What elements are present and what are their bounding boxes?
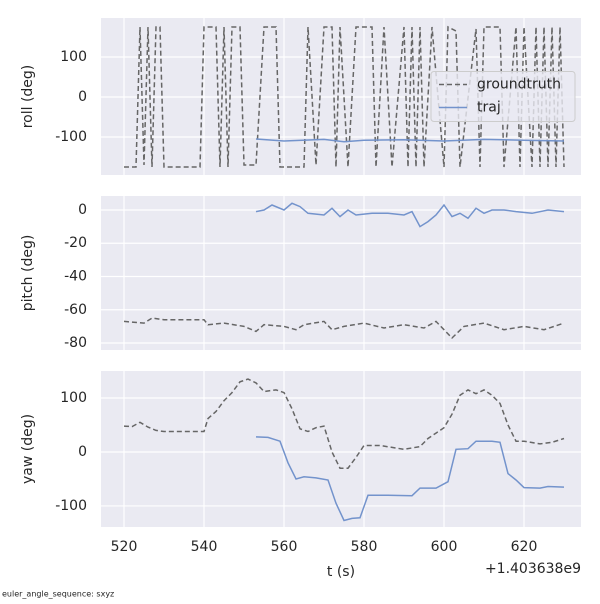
y-tick-label: -80 (64, 335, 87, 351)
series-line (255, 436, 565, 522)
y-tick-label: -20 (64, 235, 87, 251)
plot-area (101, 196, 581, 350)
y-tick-label: -40 (64, 268, 87, 284)
x-tick-label: 620 (511, 539, 538, 555)
y-tick-label: 100 (60, 49, 87, 65)
y-axis-label: pitch (deg) (20, 235, 36, 312)
legend-label: traj (477, 100, 501, 116)
y-tick-label: -60 (64, 302, 87, 318)
series-line (255, 138, 565, 143)
series-line (123, 317, 565, 340)
x-tick-label: 520 (111, 539, 138, 555)
y-tick-label: 0 (78, 89, 87, 105)
x-tick-label: 600 (431, 539, 458, 555)
series-line (123, 378, 565, 469)
y-axis-label: roll (deg) (20, 65, 36, 129)
legend-label: groundtruth (477, 77, 561, 93)
x-tick-label: 540 (191, 539, 218, 555)
y-tick-label: 0 (78, 202, 87, 218)
y-axis-label: yaw (deg) (20, 414, 36, 484)
x-tick-label: 560 (271, 539, 298, 555)
y-tick-label: -100 (55, 129, 87, 145)
y-tick-label: 0 (78, 444, 87, 460)
offset-text: +1.403638e9 (485, 561, 581, 577)
y-tick-label: -100 (55, 498, 87, 514)
plot-area (101, 371, 581, 527)
footer: euler_angle_sequence: sxyz (2, 590, 114, 599)
x-axis-label: t (s) (327, 564, 355, 580)
x-tick-label: 580 (351, 539, 378, 555)
y-tick-label: 100 (60, 390, 87, 406)
series-line (255, 202, 565, 228)
